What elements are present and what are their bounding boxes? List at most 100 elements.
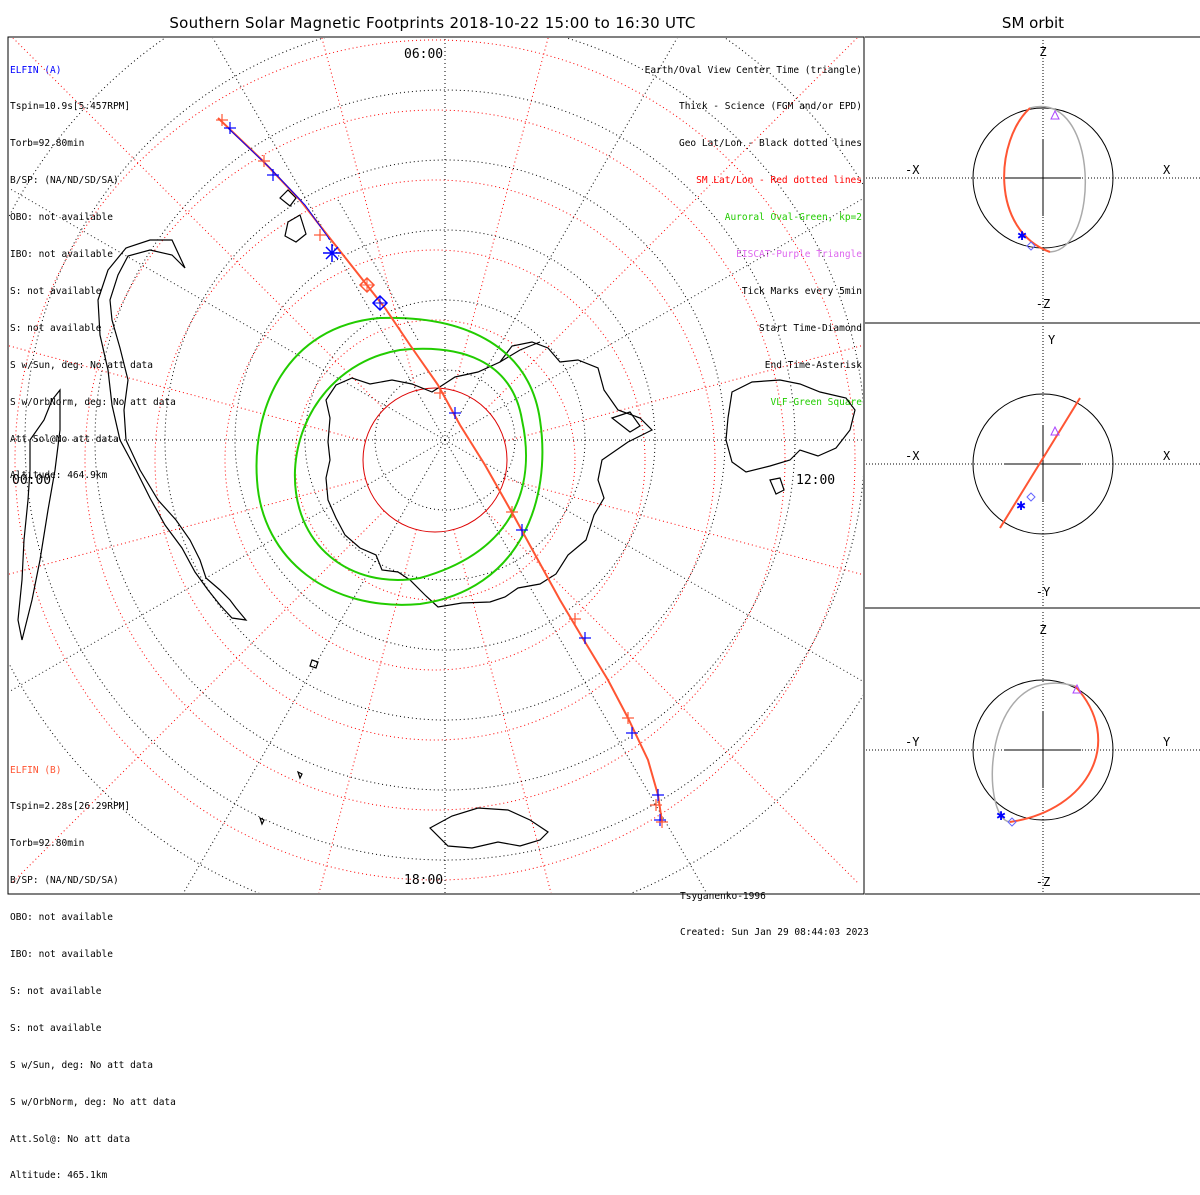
sm-longitude-line: [321, 38, 417, 391]
axis-label-bottom: -Z: [1036, 875, 1050, 889]
spacecraft-b-line: S: not available: [10, 1022, 102, 1034]
spacecraft-b-line: S w/Sun, deg: No att data: [10, 1059, 153, 1071]
eiscat-triangle: [1050, 425, 1060, 436]
end-asterisk-icon: ✱: [1016, 499, 1026, 513]
sm-latitude-circle: [294, 319, 576, 601]
antarctic-peninsula: [499, 341, 541, 363]
orbit-trace-gray: [1029, 105, 1087, 253]
sm-latitude-circle: [14, 39, 856, 881]
start-diamond-icon: [1007, 817, 1017, 827]
spacecraft-a-line: IBO: not available: [10, 249, 113, 261]
spacecraft-b-line: Altitude: 465.1km: [10, 1170, 108, 1182]
created-timestamp: Created: Sun Jan 29 08:44:03 2023: [680, 927, 869, 939]
auroral-oval-inner: [293, 347, 527, 581]
sm-longitude-line: [12, 38, 385, 410]
legend-item: Thick - Science (FGM and/or EPD): [678, 101, 862, 113]
start-diamond-icon: [1026, 241, 1036, 251]
sm-longitude-line: [453, 38, 549, 391]
spacecraft-a-line: Torb=92.80min: [10, 138, 85, 150]
geo-longitude-line: [444, 439, 863, 682]
orbit-trace-red: [999, 397, 1081, 529]
south-america-coastline: [97, 239, 248, 621]
geo-latitude-circle: [94, 89, 796, 791]
plot-title: Southern Solar Magnetic Footprints 2018-…: [169, 14, 696, 32]
orbit-panel-yz: ✱ Z -Z -Y Y: [866, 612, 1200, 892]
legend-item: SM Lat/Lon - Red dotted lines: [696, 175, 862, 187]
eiscat-triangle: [1072, 683, 1082, 694]
geo-grid: [9, 38, 863, 893]
orbit-trace-red: [1009, 685, 1100, 823]
small-island: [309, 659, 319, 669]
coastlines: [17, 189, 856, 849]
spacecraft-a-line: S w/OrbNorm, deg: No att data: [10, 396, 176, 408]
auroral-oval-outer: [255, 316, 544, 606]
end-asterisk-icon: ✱: [996, 809, 1006, 823]
orbit-panel-xy: ✱ Y -Y -X X: [866, 326, 1200, 606]
legend-item: End Time-Asterisk: [764, 359, 862, 371]
orbit-trace-red: [1003, 107, 1051, 253]
sm-latitude-circle: [224, 249, 646, 671]
spacecraft-b-name: ELFIN (B): [10, 764, 62, 776]
start-diamond-a: [371, 294, 389, 312]
geo-latitude-circle: [374, 369, 516, 511]
axis-label-bottom: -Z: [1036, 297, 1050, 311]
model-name: Tsyganenko-1996: [680, 890, 766, 902]
geo-longitude-line: [444, 38, 678, 441]
sm-longitude-line: [504, 344, 863, 442]
sm-grid: [9, 38, 863, 893]
spacecraft-a-name: ELFIN (A): [10, 64, 62, 76]
auroral-ovals: [255, 316, 544, 606]
axis-label-left: -X: [905, 449, 920, 463]
legend-item: Geo Lat/Lon - Black dotted lines: [678, 138, 862, 150]
legend: Earth/Oval View Center Time (triangle) T…: [645, 40, 862, 421]
sm-longitude-line: [453, 529, 552, 893]
legend-item: VLF-Green Square: [770, 396, 862, 408]
orbit-panel-title: SM orbit: [1001, 14, 1065, 32]
falkland-islands: [284, 214, 307, 243]
earth-circle: [972, 679, 1114, 821]
small-island: [296, 770, 303, 780]
eiscat-triangle: [1050, 109, 1060, 120]
geo-latitude-circle: [234, 229, 656, 651]
sm-longitude-line: [10, 510, 385, 885]
sm-latitude-circle: [154, 179, 716, 741]
sm-pole-circle: [362, 387, 508, 533]
spacecraft-a-info: ELFIN (A) Tspin=10.9s[5.457RPM] Torb=92.…: [10, 40, 176, 495]
spacecraft-b-line: IBO: not available: [10, 949, 113, 961]
orbit-trace-gray: [991, 682, 1076, 823]
legend-item: Earth/Oval View Center Time (triangle): [644, 64, 862, 76]
spacecraft-a-line: B/SP: (NA/ND/SD/SA): [10, 175, 119, 187]
start-diamond-icon: [1026, 492, 1036, 502]
legend-item: Start Time-Diamond: [759, 322, 862, 334]
hour-label-12: 12:00: [796, 473, 835, 488]
tasmania: [769, 477, 785, 495]
axis-label-left: -Y: [905, 735, 920, 749]
axis-label-right: X: [1163, 449, 1171, 463]
australia-coastline: [725, 379, 856, 473]
hour-label-06: 06:00: [404, 47, 443, 62]
axis-label-left: -X: [905, 163, 920, 177]
spacecraft-a-line: Att.Sol@No att data: [10, 433, 119, 445]
antarctica-coastline: [325, 341, 654, 608]
sm-longitude-line: [318, 529, 417, 893]
sm-longitude-line: [485, 38, 858, 410]
geo-longitude-line: [9, 187, 446, 441]
geo-longitude-line: [9, 439, 446, 693]
figure-canvas: 06:00 00:00 12:00 18:00 ✱ Z -Z -X X ✱ Y …: [7, 36, 1200, 895]
spacecraft-b-line: B/SP: (NA/ND/SD/SA): [10, 875, 119, 887]
geo-longitude-line: [444, 198, 863, 441]
sm-longitude-line: [485, 510, 860, 885]
sm-longitude-line: [9, 345, 366, 442]
spacecraft-b-line: Tspin=2.28s[26.29RPM]: [10, 801, 131, 813]
spacecraft-b-line: S w/OrbNorm, deg: No att data: [10, 1096, 176, 1108]
earth-circle: [972, 393, 1114, 535]
hour-label-00: 00:00: [12, 473, 51, 488]
axis-label-right: Y: [1163, 735, 1171, 749]
small-island: [258, 816, 265, 826]
spacecraft-a-line: S w/Sun, deg: No att data: [10, 359, 153, 371]
spacecraft-a-line: S: not available: [10, 285, 102, 297]
hour-label-18: 18:00: [404, 873, 443, 888]
axis-label-bottom: -Y: [1036, 585, 1051, 599]
spacecraft-a-line: OBO: not available: [10, 212, 113, 224]
map-frame: [7, 36, 865, 895]
